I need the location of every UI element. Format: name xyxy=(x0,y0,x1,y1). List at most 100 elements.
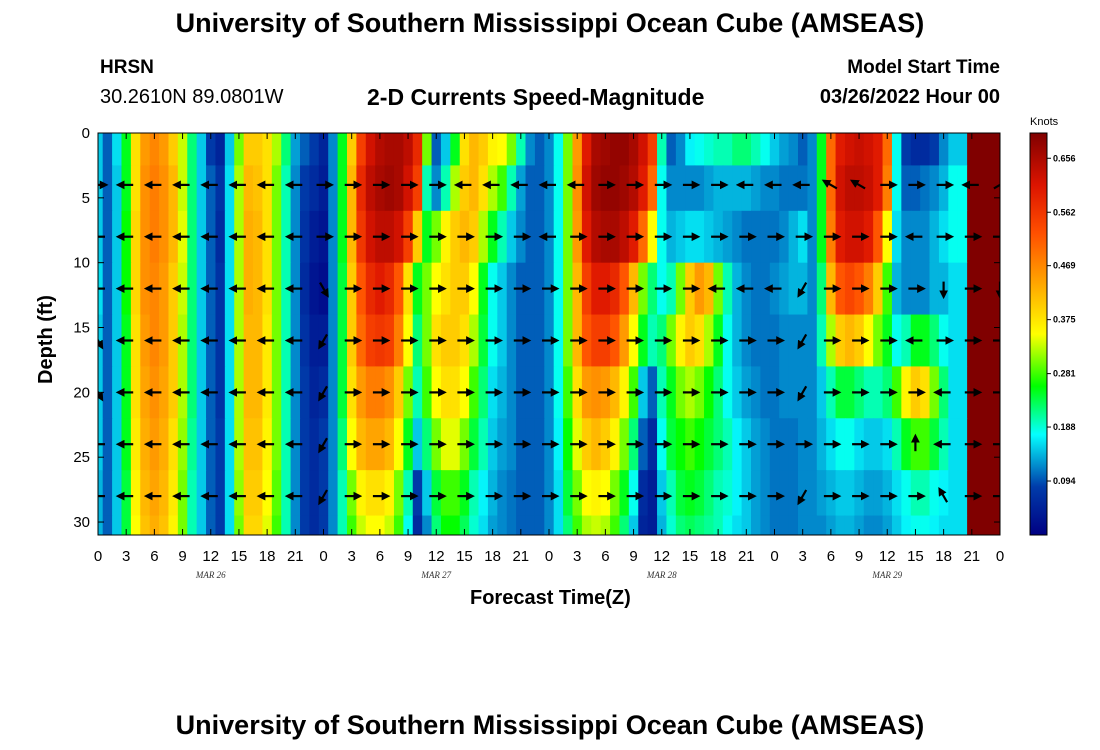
heatmap-cell xyxy=(450,470,461,517)
heatmap-cell xyxy=(581,165,592,212)
heatmap-cell xyxy=(243,515,254,535)
heatmap-cell xyxy=(751,165,762,212)
heatmap-cell xyxy=(704,418,715,471)
heatmap-cell xyxy=(112,515,123,535)
date-label: MAR 26 xyxy=(195,570,226,580)
heatmap-cell xyxy=(121,133,132,167)
heatmap-cell xyxy=(610,515,621,535)
colorbar-scale xyxy=(1029,132,1048,536)
heatmap-cell xyxy=(553,165,564,212)
heatmap-cell xyxy=(506,262,517,316)
heatmap-cell xyxy=(337,210,348,264)
heatmap-cell xyxy=(751,515,762,535)
heatmap-cell xyxy=(403,133,414,167)
heatmap-cell xyxy=(779,262,790,316)
heatmap-cell xyxy=(732,418,743,471)
current-vector xyxy=(938,486,949,503)
heatmap-cell xyxy=(112,165,123,212)
heatmap-cell xyxy=(619,210,630,264)
heatmap-cell xyxy=(206,165,217,212)
heatmap-cell xyxy=(619,366,630,419)
heatmap-cell xyxy=(544,470,555,517)
heatmap-cell xyxy=(854,133,865,167)
heatmap-cell xyxy=(253,165,264,212)
heatmap-cell xyxy=(638,133,649,167)
y-tick-label: 15 xyxy=(73,320,90,337)
heatmap-cell xyxy=(300,470,311,517)
heatmap-cell xyxy=(788,366,799,419)
x-tick-label: 21 xyxy=(287,548,304,565)
heatmap-cell xyxy=(929,133,940,167)
heatmap-cell xyxy=(422,133,433,167)
heatmap-cell xyxy=(403,165,414,212)
heatmap-cell xyxy=(328,165,339,212)
heatmap-cell xyxy=(957,418,968,471)
heatmap-cell xyxy=(356,133,367,167)
heatmap-cell xyxy=(271,515,282,535)
heatmap-cell xyxy=(262,470,273,517)
heatmap-cell xyxy=(685,165,696,212)
heatmap-cell xyxy=(215,470,226,517)
heatmap-cell xyxy=(816,366,827,419)
heatmap-cell xyxy=(591,470,602,517)
heatmap-cell xyxy=(920,314,931,368)
heatmap-cell xyxy=(891,515,902,535)
heatmap-cell xyxy=(666,515,677,535)
heatmap-cell xyxy=(431,165,442,212)
heatmap-cell xyxy=(497,470,508,517)
heatmap-cell xyxy=(920,418,931,471)
x-tick-label: 6 xyxy=(601,548,609,565)
x-tick-label: 3 xyxy=(573,548,581,565)
heatmap-cell xyxy=(534,314,545,368)
heatmap-cell xyxy=(957,133,968,167)
heatmap-cell xyxy=(431,515,442,535)
heatmap-cell xyxy=(337,366,348,419)
heatmap-cell xyxy=(309,314,320,368)
heatmap-cell xyxy=(271,133,282,167)
heatmap-cell xyxy=(478,314,489,368)
heatmap-cell xyxy=(130,470,141,517)
heatmap-cell xyxy=(393,210,404,264)
heatmap-cell xyxy=(985,262,996,316)
heatmap-cell xyxy=(751,133,762,167)
heatmap-cell xyxy=(328,133,339,167)
x-tick-label: 15 xyxy=(907,548,924,565)
x-tick-label: 18 xyxy=(484,548,501,565)
heatmap-cell xyxy=(647,366,658,419)
heatmap-cell xyxy=(807,366,818,419)
heatmap-cell xyxy=(628,165,639,212)
heatmap-cell xyxy=(873,210,884,264)
heatmap-cell xyxy=(760,515,771,535)
heatmap-cell xyxy=(600,165,611,212)
heatmap-cell xyxy=(788,314,799,368)
heatmap-cell xyxy=(938,165,949,212)
heatmap-cell xyxy=(938,133,949,167)
x-tick-label: 12 xyxy=(202,548,219,565)
heatmap-cell xyxy=(985,515,996,535)
heatmap-cell xyxy=(628,515,639,535)
colorbar-tick-label: 0.469 xyxy=(1053,261,1076,271)
heatmap-cell xyxy=(469,133,480,167)
heatmap-cell xyxy=(422,418,433,471)
heatmap-cell xyxy=(732,366,743,419)
heatmap-cell xyxy=(168,133,179,167)
heatmap-cell xyxy=(215,165,226,212)
heatmap-cell xyxy=(177,133,188,167)
current-vector xyxy=(821,179,838,190)
heatmap-cell xyxy=(713,165,724,212)
heatmap-cell xyxy=(779,133,790,167)
heatmap-cell xyxy=(506,165,517,212)
heatmap-cell xyxy=(938,470,949,517)
x-tick-label: 15 xyxy=(682,548,699,565)
heatmap-cell xyxy=(553,133,564,167)
heatmap-cell xyxy=(647,470,658,517)
heatmap-cell xyxy=(732,515,743,535)
heatmap-cell xyxy=(666,470,677,517)
speed-heatmap xyxy=(98,133,1000,535)
heatmap-cell xyxy=(328,262,339,316)
x-tick-label: 21 xyxy=(738,548,755,565)
heatmap-cell xyxy=(666,165,677,212)
heatmap-cell xyxy=(459,515,470,535)
heatmap-cell xyxy=(506,470,517,517)
heatmap-cell xyxy=(506,210,517,264)
